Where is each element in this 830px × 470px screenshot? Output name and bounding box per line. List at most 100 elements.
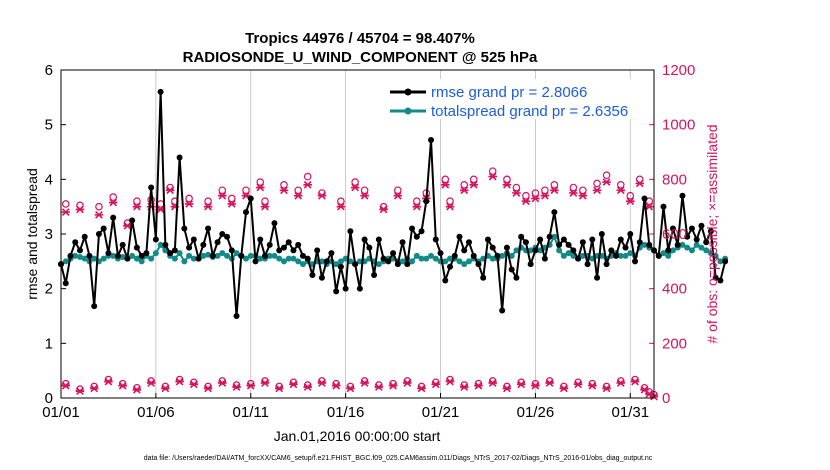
rmse-point: [333, 288, 339, 294]
rmse-point: [556, 242, 562, 248]
rmse-point: [404, 261, 410, 267]
spread-point: [139, 258, 145, 264]
rmse-point: [561, 236, 567, 242]
rmse-point: [281, 245, 287, 251]
rmse-point: [371, 272, 377, 278]
obs-possible-marker: [63, 201, 69, 207]
rmse-point: [267, 242, 273, 248]
rmse-point: [442, 277, 448, 283]
obs-assimilated-marker: [431, 381, 440, 388]
y-axis-label-left: rmse and totalspread: [24, 168, 40, 300]
legend-spread-marker: [405, 108, 412, 115]
rmse-point: [257, 236, 263, 242]
obs-assimilated-marker: [446, 378, 455, 385]
rmse-spread-chart: Tropics 44976 / 45704 = 98.407% RADIOSON…: [0, 0, 830, 470]
rmse-point: [253, 258, 259, 264]
obs-assimilated-marker: [118, 382, 127, 389]
spread-point: [689, 247, 695, 253]
obs-assimilated-marker: [332, 382, 341, 389]
rmse-point: [665, 247, 671, 253]
rmse-point: [589, 236, 595, 242]
rmse-point: [63, 280, 69, 286]
obs-assimilated-marker: [303, 384, 312, 391]
rmse-point: [461, 247, 467, 253]
rmse-point: [679, 193, 685, 199]
spread-point: [556, 247, 562, 253]
rmse-point: [513, 275, 519, 281]
obs-assimilated-marker: [602, 385, 611, 392]
rmse-point: [286, 239, 292, 245]
obs-assimilated-marker: [133, 387, 142, 394]
rmse-point: [594, 275, 600, 281]
spread-point: [153, 250, 159, 256]
x-tick-label: 01/31: [612, 404, 650, 421]
obs-assimilated-marker: [474, 382, 483, 389]
rmse-point: [575, 256, 581, 262]
rmse-point: [324, 258, 330, 264]
obs-possible-marker: [304, 173, 310, 179]
rmse-point: [177, 154, 183, 160]
obs-assimilated-marker: [147, 203, 156, 210]
rmse-point: [485, 236, 491, 242]
rmse-point: [148, 185, 154, 191]
obs-assimilated-marker: [379, 206, 388, 213]
rmse-point: [532, 247, 538, 253]
rmse-point: [523, 239, 529, 245]
rmse-point: [343, 286, 349, 292]
spread-point: [172, 256, 178, 262]
rmse-point: [67, 253, 73, 259]
obs-assimilated-marker: [175, 378, 184, 385]
rmse-line: [61, 92, 725, 316]
rmse-point: [613, 253, 619, 259]
x-tick-label: 01/26: [517, 404, 555, 421]
rmse-point: [452, 253, 458, 259]
rmse-point: [660, 204, 666, 210]
obs-assimilated-marker: [588, 382, 597, 389]
rmse-point: [447, 264, 453, 270]
obs-assimilated-marker: [261, 380, 270, 387]
y-left-tick-label: 0: [45, 390, 53, 407]
rmse-point: [551, 209, 557, 215]
rmse-point: [319, 275, 325, 281]
obs-assimilated-marker: [417, 385, 426, 392]
obs-assimilated-marker: [104, 378, 113, 385]
rmse-point: [347, 228, 353, 234]
rmse-point: [158, 89, 164, 95]
rmse-point: [480, 275, 486, 281]
rmse-point: [172, 247, 178, 253]
y-right-tick-label: 200: [662, 335, 687, 352]
y-axis-label-right: # of obs: o=possible; ×=assimilated: [704, 124, 720, 343]
x-tick-label: 01/16: [327, 404, 365, 421]
rmse-point: [419, 228, 425, 234]
y-right-tick-label: 0: [662, 390, 670, 407]
rmse-point: [134, 245, 140, 251]
obs-assimilated-marker: [76, 388, 85, 395]
rmse-point: [722, 258, 728, 264]
rmse-point: [537, 236, 543, 242]
y-left-tick-label: 6: [45, 62, 53, 79]
rmse-point: [115, 253, 121, 259]
obs-assimilated-marker: [161, 385, 170, 392]
legend-spread-label: totalspread grand pr = 2.6356: [431, 103, 628, 120]
rmse-point: [215, 239, 221, 245]
obs-assimilated-marker: [61, 382, 70, 389]
rmse-point: [91, 303, 97, 309]
y-left-tick-label: 2: [45, 281, 53, 298]
obs-assimilated-marker: [61, 209, 70, 216]
rmse-point: [599, 231, 605, 237]
rmse-point: [618, 236, 624, 242]
y-right-tick-label: 400: [662, 281, 687, 298]
chart-title-line2: RADIOSONDE_U_WIND_COMPONENT @ 525 hPa: [183, 49, 538, 66]
obs-possible-marker: [96, 203, 102, 209]
legend: rmse grand pr = 2.8066 totalspread grand…: [384, 79, 648, 120]
rmse-point: [385, 258, 391, 264]
rmse-point: [314, 247, 320, 253]
rmse-point: [694, 236, 700, 242]
obs-assimilated-marker: [635, 180, 644, 187]
obs-assimilated-marker: [318, 192, 327, 199]
rmse-point: [627, 231, 633, 237]
rmse-point: [77, 247, 83, 253]
rmse-point: [248, 195, 254, 201]
rmse-point: [210, 253, 216, 259]
rmse-point: [295, 242, 301, 248]
